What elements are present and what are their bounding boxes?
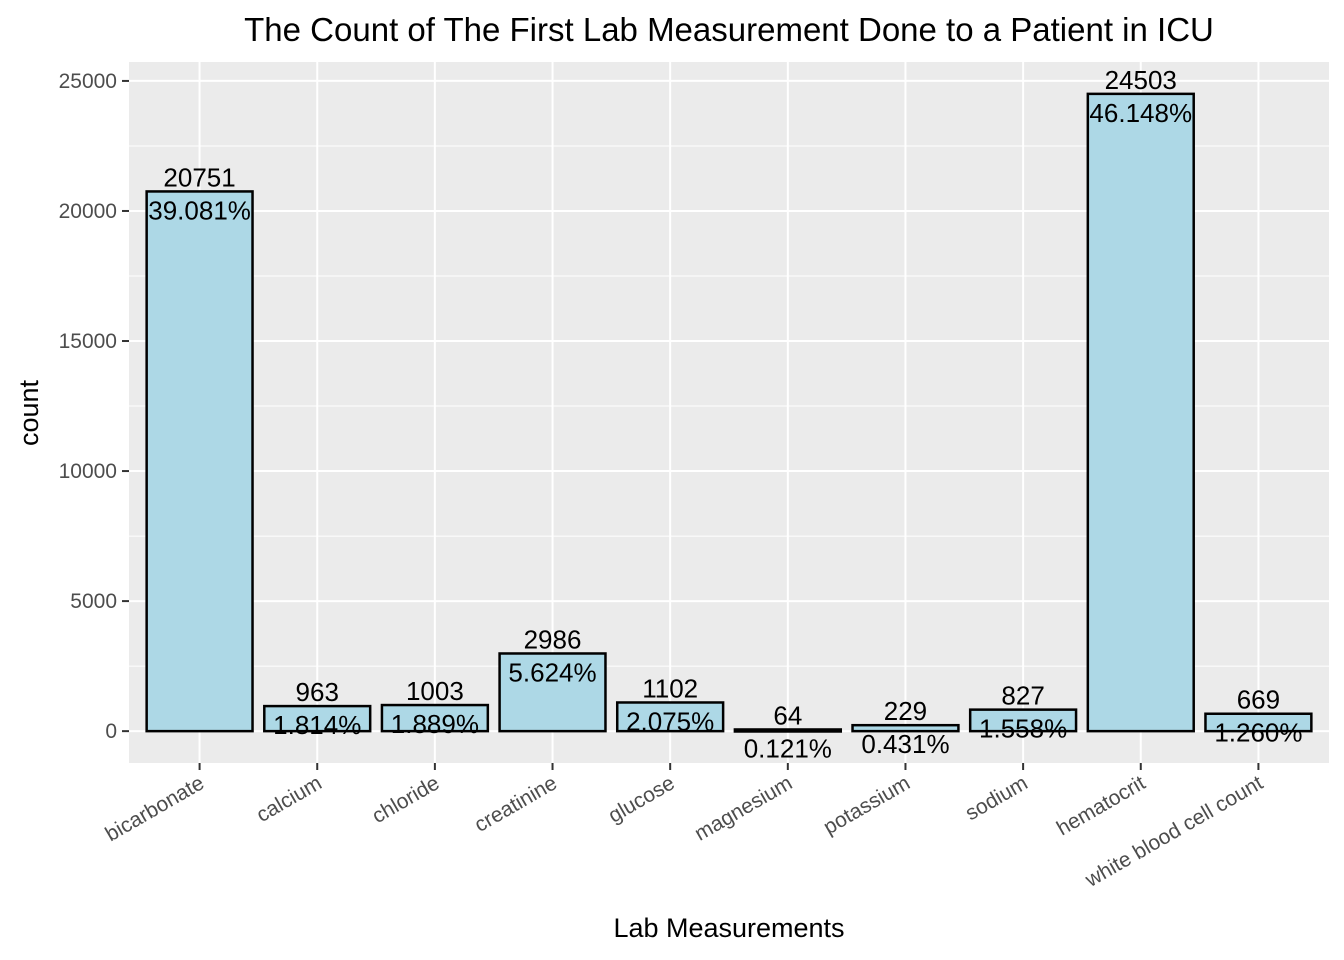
bar-count-label: 64 xyxy=(773,700,802,730)
bar xyxy=(1086,92,1195,733)
y-tick-label: 15000 xyxy=(59,330,117,353)
x-tick-label: creatinine xyxy=(471,771,561,836)
y-axis: 0 5000 10000 15000 20000 25000 xyxy=(59,70,129,743)
bar-count-label: 24503 xyxy=(1105,65,1177,95)
bar-percent-label: 0.431% xyxy=(861,729,949,759)
y-tick-label: 20000 xyxy=(59,200,117,223)
bar-count-label: 1003 xyxy=(406,676,464,706)
bar xyxy=(498,652,607,733)
bar-percent-label: 1.558% xyxy=(979,714,1067,744)
bar-count-label: 827 xyxy=(1001,681,1044,711)
bar xyxy=(615,701,725,733)
bar xyxy=(263,704,372,733)
x-tick-label: glucose xyxy=(604,771,678,827)
x-tick-label: chloride xyxy=(368,771,443,828)
bar-percent-label: 0.121% xyxy=(744,733,832,763)
bar xyxy=(733,728,843,733)
bar-percent-label: 1.814% xyxy=(273,710,361,740)
x-tick-label: hematocrit xyxy=(1053,771,1150,840)
bar-percent-label: 46.148% xyxy=(1089,98,1192,128)
y-tick-label: 25000 xyxy=(59,70,117,93)
bar xyxy=(968,708,1078,733)
x-tick-label: bicarbonate xyxy=(102,771,209,846)
bar-count-label: 1102 xyxy=(642,673,698,703)
bar xyxy=(145,190,254,733)
x-tick-label: sodium xyxy=(961,771,1031,825)
bar-percent-label: 1.889% xyxy=(391,709,479,739)
bar-percent-label: 1.260% xyxy=(1214,718,1302,748)
bar xyxy=(380,703,490,733)
x-tick-label: potassium xyxy=(820,771,914,839)
bar-percent-label: 2.075% xyxy=(626,706,714,736)
bar-percent-label: 5.624% xyxy=(508,657,596,687)
y-axis-title: count xyxy=(14,379,44,446)
bar-count-label: 669 xyxy=(1237,685,1280,715)
bar-count-label: 229 xyxy=(884,696,927,726)
bar-count-label: 2986 xyxy=(524,624,582,654)
bars-group xyxy=(145,92,1313,733)
y-tick-label: 5000 xyxy=(70,590,117,613)
bar xyxy=(1204,712,1313,733)
bar-percent-label: 39.081% xyxy=(148,195,251,225)
bar xyxy=(851,723,960,733)
x-tick-label: calcium xyxy=(253,771,326,827)
x-axis: bicarbonate calcium chloride creatinine gluc… xyxy=(102,763,1267,892)
x-tick-label: magnesium xyxy=(691,771,797,845)
chart-title: The Count of The First Lab Measurement D… xyxy=(244,11,1214,48)
y-tick-label: 0 xyxy=(105,720,117,743)
x-axis-title: Lab Measurements xyxy=(613,913,844,943)
bar-count-label: 963 xyxy=(296,677,339,707)
y-tick-label: 10000 xyxy=(59,460,117,483)
bar-count-label: 20751 xyxy=(163,162,235,192)
